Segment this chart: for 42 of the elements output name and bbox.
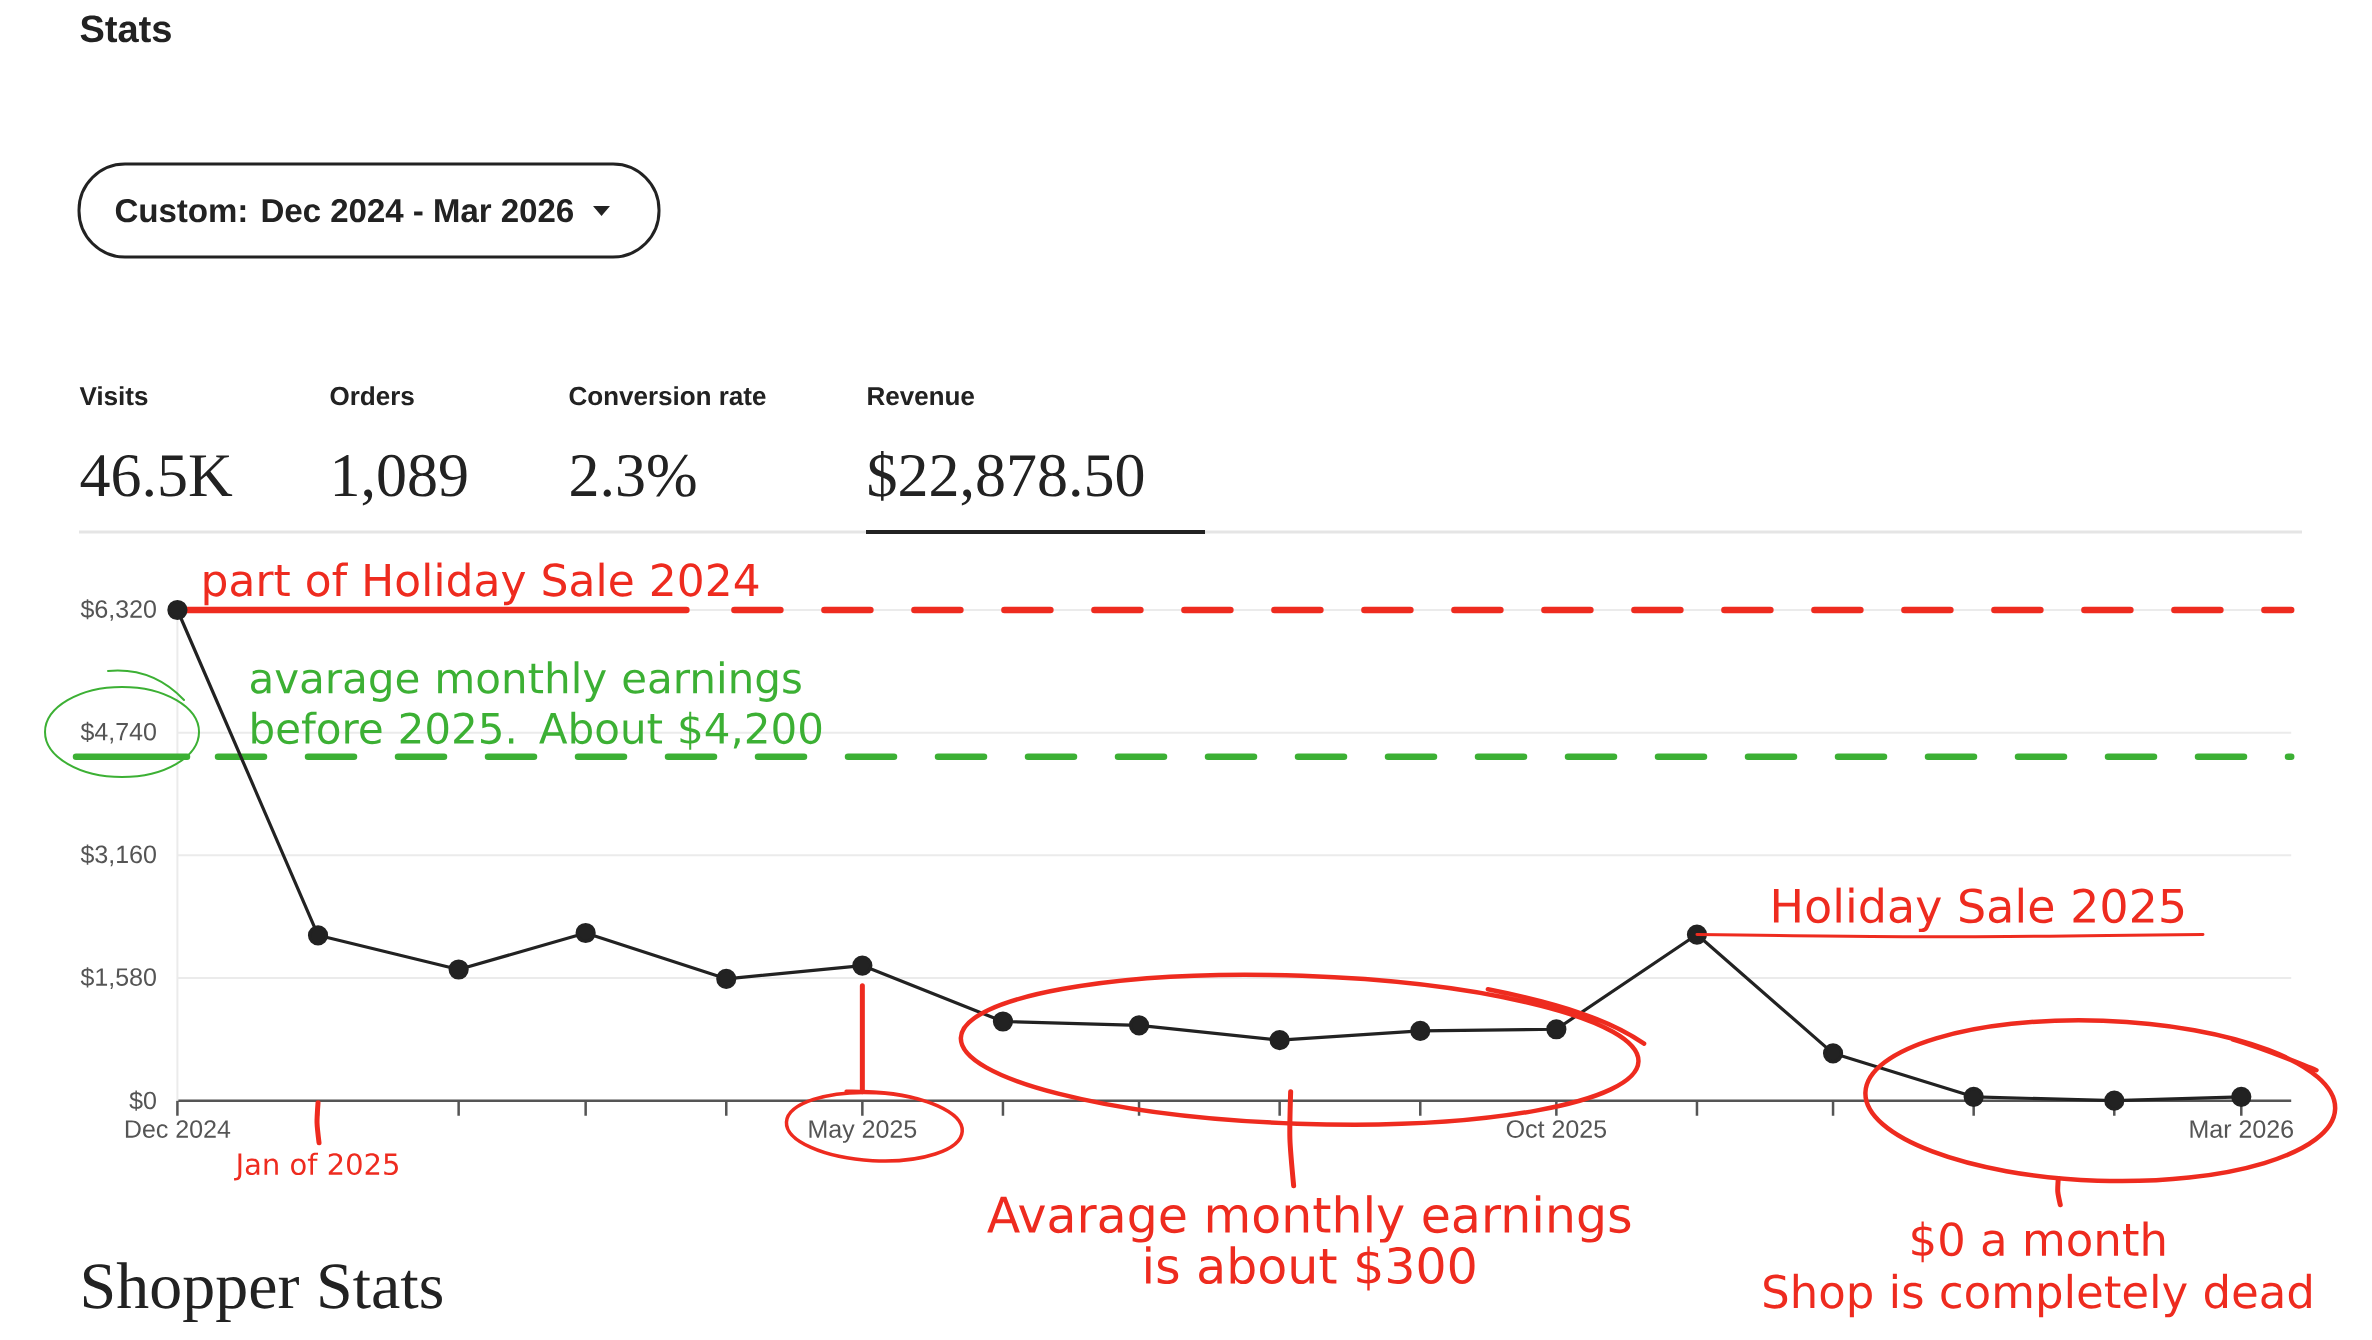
text: Orders xyxy=(330,386,414,406)
y-tick-label: $4,740 xyxy=(80,721,156,744)
point xyxy=(1963,1086,1984,1107)
annotation: Holiday Sale 2025 xyxy=(1773,887,2184,933)
point xyxy=(167,599,188,621)
legend-label: avarage monthly earnings before 2025. About $4,200 xyxy=(251,661,822,750)
text: Conversion rate xyxy=(569,386,766,406)
text: Avarage monthly earnings is about $300 xyxy=(987,1195,1631,1291)
text: Custom: Dec 2024 - Mar 2026 xyxy=(115,198,573,223)
point xyxy=(1546,1019,1567,1040)
text: Shopper Stats xyxy=(83,1262,442,1323)
text: 1,089 xyxy=(334,454,467,506)
x-tick-label: May 2025 xyxy=(809,1120,917,1143)
text: Shop is completely dead xyxy=(1764,1273,2311,1318)
point xyxy=(1269,1030,1290,1051)
text: $22,878.50 xyxy=(869,451,1144,506)
point xyxy=(2231,1086,2252,1107)
point xyxy=(852,955,873,976)
point xyxy=(1822,1043,1844,1064)
point xyxy=(1410,1020,1431,1041)
point xyxy=(575,922,596,944)
point xyxy=(448,959,469,980)
chart-title: Stats xyxy=(80,15,171,43)
text: Visits xyxy=(79,386,148,406)
y-tick-label: $3,160 xyxy=(80,844,156,867)
point xyxy=(716,968,737,989)
text: Revenue xyxy=(868,387,974,406)
x-tick-label: Oct 2025 xyxy=(1506,1120,1607,1138)
point xyxy=(307,925,329,946)
annotation: $0 a month xyxy=(1912,1221,2165,1263)
y-tick-label: $6,320 xyxy=(80,599,156,621)
x-tick-label: Mar 2026 xyxy=(2190,1120,2293,1138)
text: Jan of 2025 xyxy=(234,1152,398,1181)
point xyxy=(2104,1090,2125,1111)
text: 2.3% xyxy=(571,454,696,497)
text: 46.5K xyxy=(80,454,233,497)
y-tick-label: $1,580 xyxy=(80,967,156,989)
x-tick-label: Dec 2024 xyxy=(125,1120,231,1138)
ref-line-label: part of Holiday Sale 2024 xyxy=(204,562,759,606)
y-tick-label: $0 xyxy=(129,1090,156,1111)
point xyxy=(992,1011,1014,1032)
point xyxy=(1128,1015,1150,1036)
